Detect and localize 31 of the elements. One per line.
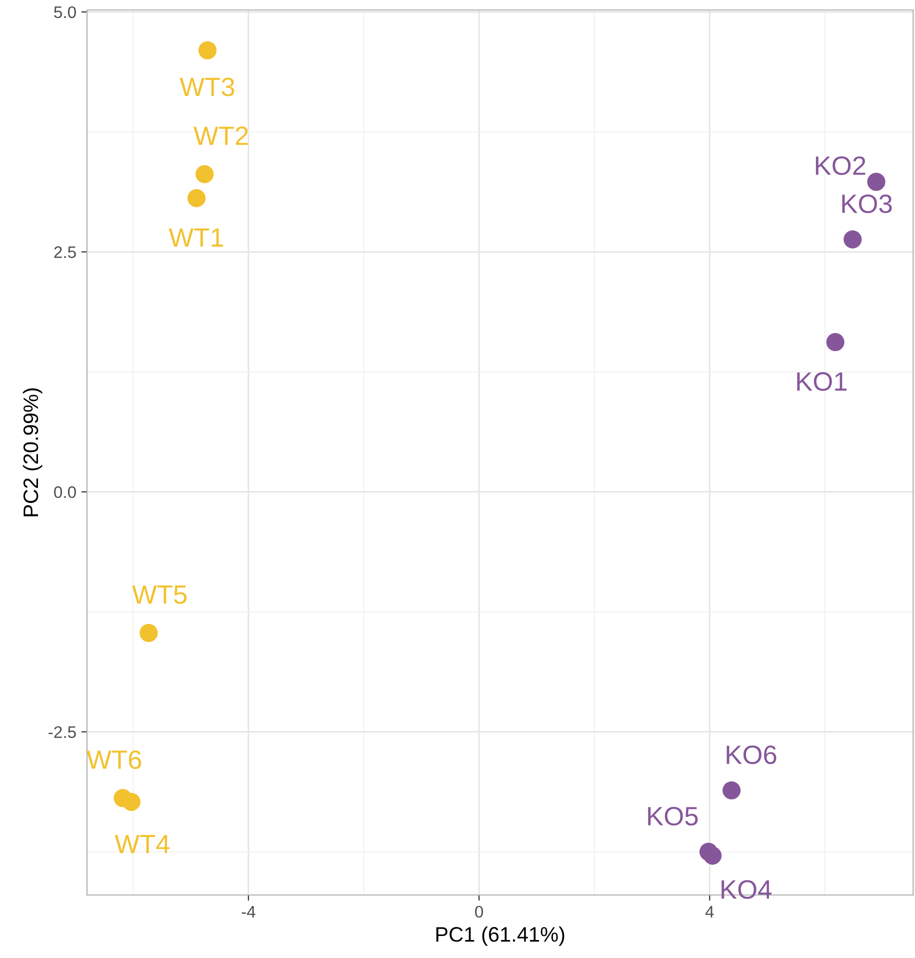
annotation: WT6 [86, 750, 142, 770]
annotation: KO4 [722, 880, 772, 899]
x-tick-label: 0 [475, 906, 484, 918]
point [826, 333, 844, 352]
annotation: WT1 [168, 228, 224, 247]
point [867, 172, 886, 191]
point [122, 792, 140, 811]
point [140, 624, 158, 642]
point [198, 41, 217, 60]
y-tick-label: 5.0 [54, 6, 76, 18]
annotation: KO6 [726, 745, 776, 764]
annotation: KO5 [648, 806, 698, 826]
point [187, 189, 206, 208]
y-tick-label: 0.0 [54, 486, 76, 498]
annotation: KO1 [797, 372, 847, 391]
point [196, 165, 214, 184]
x-tick-label: -4 [242, 906, 256, 918]
y-tick-label: 2.5 [54, 246, 76, 258]
annotation: KO2 [816, 156, 866, 176]
y-axis-title: PC2 (20.99%) [22, 388, 42, 516]
annotation: WT3 [180, 78, 234, 96]
point [703, 846, 722, 865]
point [844, 230, 862, 248]
x-tick-label: 4 [705, 906, 714, 918]
point [722, 781, 741, 800]
x-axis-title: PC1 (61.41%) [436, 926, 564, 946]
y-tick-label: -2.5 [48, 726, 76, 738]
annotation: WT4 [114, 835, 170, 854]
annotation: WT2 [194, 126, 248, 145]
annotation: WT5 [132, 586, 187, 604]
annotation: KO3 [842, 194, 892, 214]
